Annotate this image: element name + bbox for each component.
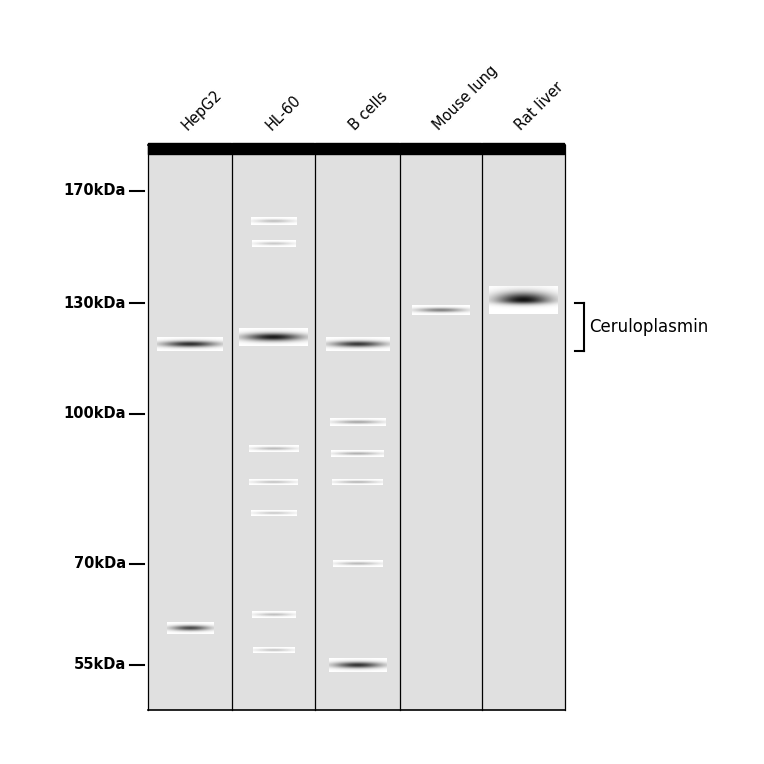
Bar [148,145,565,710]
Text: 130kDa: 130kDa [63,296,126,311]
Text: Ceruloplasmin: Ceruloplasmin [589,319,708,336]
Text: HL-60: HL-60 [263,92,303,133]
Text: 70kDa: 70kDa [74,556,126,571]
Text: HepG2: HepG2 [180,87,225,133]
Text: 55kDa: 55kDa [74,658,126,672]
Text: 100kDa: 100kDa [63,406,126,421]
Text: 170kDa: 170kDa [63,183,126,198]
Text: B cells: B cells [347,89,391,133]
Text: Rat liver: Rat liver [513,79,567,133]
Text: Mouse lung: Mouse lung [430,63,500,133]
